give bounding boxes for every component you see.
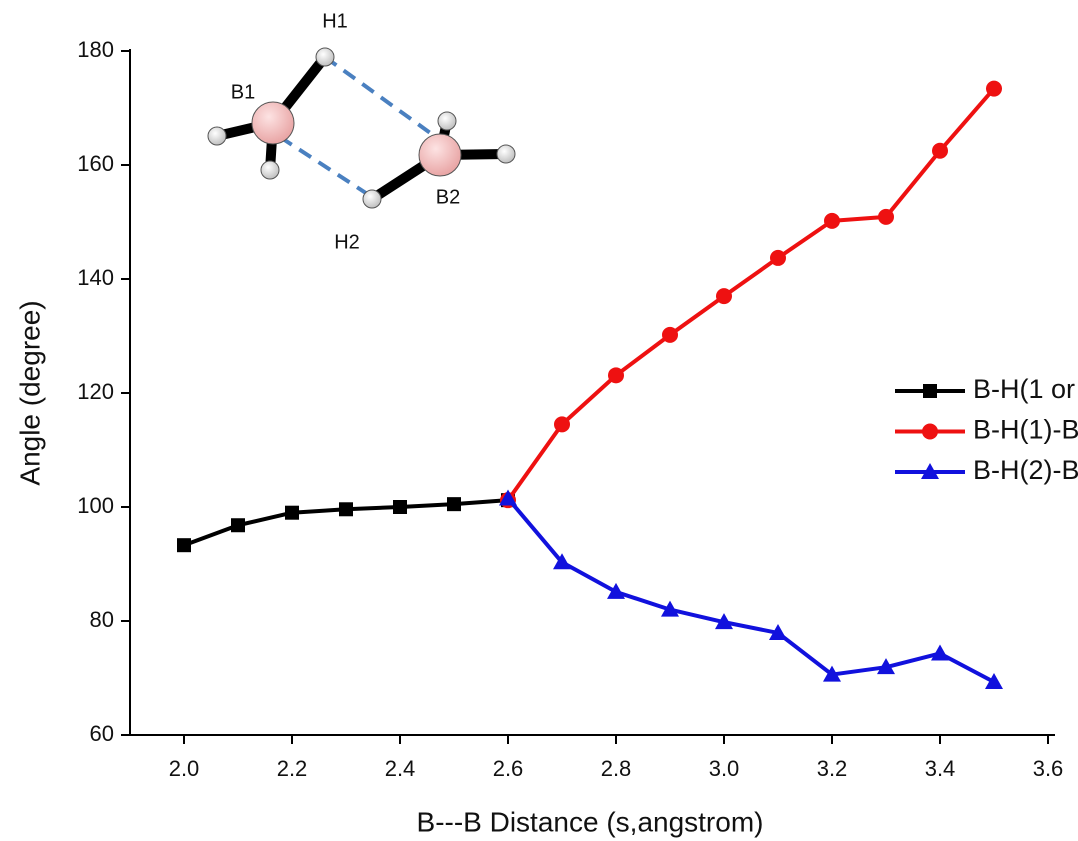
marker <box>824 213 840 229</box>
marker <box>285 506 299 520</box>
legend-label: B-H(2)-B <box>973 455 1078 485</box>
y-tick-label: 80 <box>90 607 114 632</box>
marker <box>932 143 948 159</box>
marker <box>931 644 949 660</box>
chart: H1 B1 B2 H2 B---B Distance (s,angstrom) … <box>0 0 1078 841</box>
x-tick-label: 3.6 <box>1033 756 1064 781</box>
marker <box>607 583 625 599</box>
y-tick-label: 120 <box>77 379 114 404</box>
x-axis-label: B---B Distance (s,angstrom) <box>417 806 764 837</box>
marker <box>554 416 570 432</box>
x-tick-label: 2.6 <box>493 756 524 781</box>
marker <box>770 250 786 266</box>
marker <box>231 518 245 532</box>
x-tick-label: 3.4 <box>925 756 956 781</box>
atom-label: B1 <box>231 81 255 103</box>
x-tick-label: 3.2 <box>817 756 848 781</box>
marker <box>878 209 894 225</box>
atom-label: H1 <box>322 10 348 32</box>
marker <box>177 538 191 552</box>
marker <box>608 367 624 383</box>
marker <box>393 500 407 514</box>
molecule-inset: H1 B1 B2 H2 <box>208 10 515 253</box>
marker <box>662 327 678 343</box>
marker <box>922 424 938 440</box>
y-tick-label: 140 <box>77 265 114 290</box>
x-tick-label: 2.4 <box>385 756 416 781</box>
x-tick-label: 2.8 <box>601 756 632 781</box>
y-tick-label: 100 <box>77 493 114 518</box>
y-tick-label: 180 <box>77 37 114 62</box>
x-tick-label: 3.0 <box>709 756 740 781</box>
legend-label: B-H(1 or 2)-B <box>973 374 1078 404</box>
series-line <box>508 498 994 682</box>
marker <box>985 673 1003 689</box>
y-tick-label: 60 <box>90 721 114 746</box>
y-axis-label: Angle (degree) <box>14 300 45 485</box>
legend-label: B-H(1)-B <box>973 415 1078 445</box>
y-tick-label: 160 <box>77 151 114 176</box>
series-line <box>508 89 994 501</box>
marker <box>923 384 937 398</box>
x-tick-label: 2.0 <box>169 756 200 781</box>
marker <box>986 81 1002 97</box>
x-tick-label: 2.2 <box>277 756 308 781</box>
marker <box>447 497 461 511</box>
marker <box>716 288 732 304</box>
atom-label: H2 <box>334 231 360 253</box>
marker <box>339 502 353 516</box>
atom-label: B2 <box>436 186 460 208</box>
